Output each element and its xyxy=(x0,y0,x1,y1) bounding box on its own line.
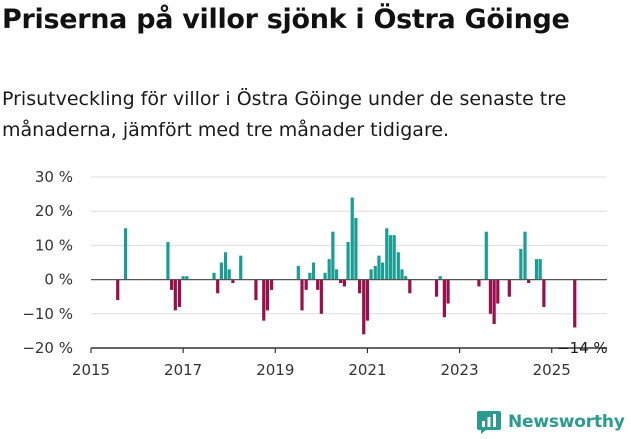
bar xyxy=(327,259,331,280)
bar xyxy=(212,272,216,280)
bar xyxy=(319,279,323,314)
bar xyxy=(362,279,366,335)
x-tick-label: 2019 xyxy=(256,361,294,379)
bar xyxy=(323,272,327,280)
bar xyxy=(334,269,339,280)
bar xyxy=(492,279,496,325)
x-tick-label: 2015 xyxy=(72,361,110,379)
bar xyxy=(527,279,531,284)
bar xyxy=(173,279,177,311)
bar xyxy=(265,279,270,311)
y-tick-label: 0 % xyxy=(44,271,73,289)
bar xyxy=(523,231,527,280)
bar xyxy=(254,279,258,301)
x-tick-label: 2021 xyxy=(348,361,386,379)
x-tick-label: 2017 xyxy=(164,361,202,379)
bar xyxy=(573,279,577,328)
bar xyxy=(170,279,174,290)
y-tick-label: −20 % xyxy=(22,339,73,357)
bar xyxy=(354,218,358,280)
bar xyxy=(304,279,308,290)
last-value-label: −14 % xyxy=(557,339,608,357)
bar xyxy=(408,279,412,294)
bar xyxy=(316,279,320,290)
bar xyxy=(396,252,400,280)
bar xyxy=(488,279,493,314)
bar xyxy=(392,235,396,280)
bar xyxy=(438,276,442,280)
brand-name: Newsworthy xyxy=(508,412,625,432)
bar xyxy=(339,279,343,284)
bar xyxy=(484,231,488,280)
bar xyxy=(507,279,511,297)
page-title: Priserna på villor sjönk i Östra Göinge xyxy=(2,4,570,35)
x-axis xyxy=(90,279,607,353)
bar xyxy=(404,276,408,280)
page-subtitle: Prisutveckling för villor i Östra Göinge… xyxy=(2,88,567,141)
bar xyxy=(219,262,223,280)
bar xyxy=(300,279,304,311)
y-tick-label: −10 % xyxy=(22,305,73,323)
bar xyxy=(434,279,439,297)
bar xyxy=(116,279,120,301)
x-axis-tick-labels: 2015 2017 2019 2021 2023 2025 xyxy=(72,361,571,379)
bar xyxy=(446,279,450,304)
bar xyxy=(369,269,373,280)
bar xyxy=(377,255,381,280)
bar xyxy=(477,279,481,287)
bar xyxy=(542,279,546,307)
bar xyxy=(538,259,542,280)
bar xyxy=(181,276,185,280)
bar xyxy=(216,279,220,294)
brand-logo: Newsworthy xyxy=(476,407,625,437)
bar xyxy=(346,241,350,280)
bar xyxy=(496,279,500,304)
newsworthy-logo-icon xyxy=(477,411,501,434)
bar xyxy=(177,279,182,307)
bar xyxy=(442,279,446,318)
bar xyxy=(270,279,274,290)
bar xyxy=(534,259,539,280)
bar xyxy=(223,252,228,280)
x-tick-label: 2023 xyxy=(440,361,478,379)
bar xyxy=(400,269,404,280)
x-tick-label: 2025 xyxy=(533,361,571,379)
y-tick-label: 30 % xyxy=(35,168,73,186)
bars xyxy=(116,197,577,335)
bar xyxy=(311,262,316,280)
bar xyxy=(231,279,235,284)
bar xyxy=(185,276,189,280)
bar xyxy=(373,265,377,280)
bar xyxy=(227,269,231,280)
y-axis-tick-labels: 30 % 20 % 10 % 0 % −10 % −20 % xyxy=(22,168,73,357)
bar xyxy=(331,231,335,280)
bar xyxy=(357,279,362,294)
bar xyxy=(239,255,243,280)
bar xyxy=(388,235,393,280)
bar xyxy=(262,279,266,321)
bar xyxy=(166,241,170,280)
y-tick-label: 20 % xyxy=(35,202,73,220)
bar xyxy=(365,279,370,321)
bar xyxy=(519,248,523,280)
price-change-bar-chart: 30 %20 %10 %0 %−10 %−20 % 2015 2017 2019 20… xyxy=(22,168,608,379)
bar xyxy=(296,265,300,280)
bar xyxy=(385,228,389,280)
bar xyxy=(342,279,346,287)
bar xyxy=(123,228,128,280)
bar xyxy=(350,197,354,280)
bar xyxy=(381,262,385,280)
y-tick-label: 10 % xyxy=(35,236,73,254)
bar xyxy=(308,272,312,280)
